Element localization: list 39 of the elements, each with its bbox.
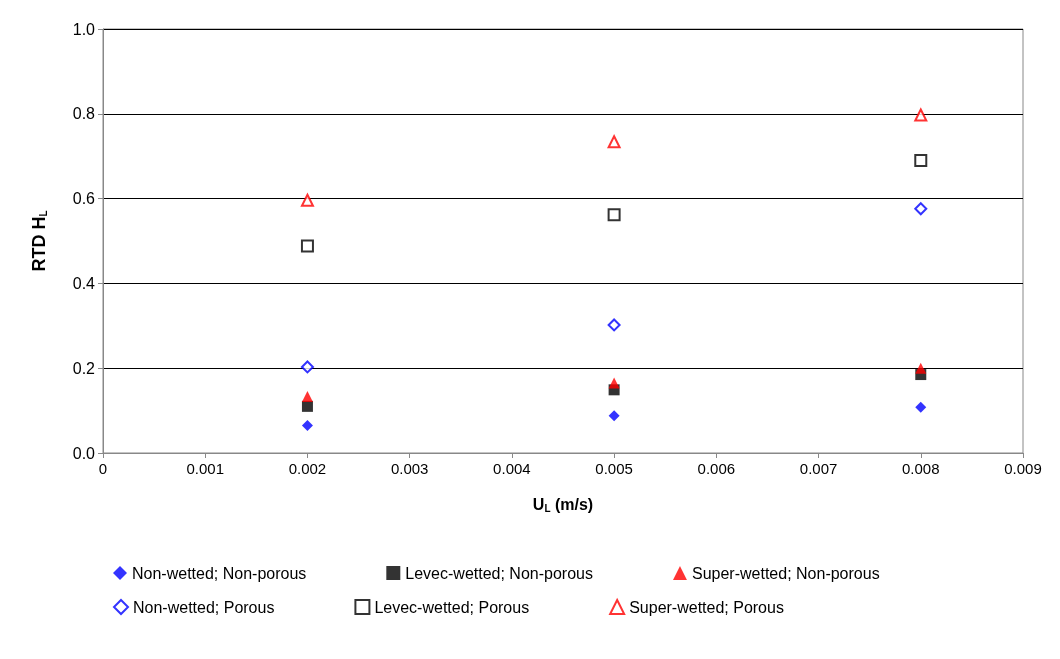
legend-label: Non-wetted; Non-porous xyxy=(132,564,307,582)
point xyxy=(301,400,313,412)
legend-label: Non-wetted; Porous xyxy=(133,598,275,616)
x-tick-label: 0.001 xyxy=(186,460,224,477)
y-axis-title: RTD HL xyxy=(29,210,49,272)
y-tick-label: 1.0 xyxy=(72,20,96,38)
point xyxy=(607,208,621,222)
x-tick-label: 0.006 xyxy=(697,460,736,477)
point xyxy=(301,419,313,431)
point xyxy=(607,318,621,332)
x-tick-label: 0.005 xyxy=(595,460,633,477)
y-tick-label: 0.0 xyxy=(72,444,96,462)
x-tick-label: 0.008 xyxy=(902,460,940,477)
x-tick-label: 0.007 xyxy=(799,460,838,477)
point xyxy=(915,362,927,374)
point xyxy=(301,391,313,403)
point xyxy=(300,360,314,374)
y-tick-label: 0.8 xyxy=(72,105,96,123)
x-tick-label: 0.009 xyxy=(1004,460,1042,477)
point xyxy=(300,193,314,207)
x-tick-label: 0.002 xyxy=(288,460,327,477)
x-tick-label: 0 xyxy=(98,460,108,477)
x-tick-label: 0.004 xyxy=(493,460,531,477)
legend-label: Super-wetted; Non-porous xyxy=(691,564,880,582)
legend-label: Levec-wetted; Porous xyxy=(374,598,530,616)
point xyxy=(300,239,314,253)
point xyxy=(914,202,928,216)
y-tick-label: 0.6 xyxy=(72,190,96,208)
y-tick-label: 0.2 xyxy=(72,359,96,377)
point xyxy=(608,410,620,422)
point xyxy=(607,135,621,149)
legend-label: Levec-wetted; Non-porous xyxy=(405,564,593,582)
point xyxy=(608,377,620,389)
x-tick-label: 0.003 xyxy=(390,460,429,477)
y-tick-label: 0.4 xyxy=(72,274,96,292)
point xyxy=(915,401,927,413)
legend-label: Super-wetted; Porous xyxy=(629,598,784,616)
point xyxy=(914,108,928,122)
point xyxy=(914,153,928,167)
